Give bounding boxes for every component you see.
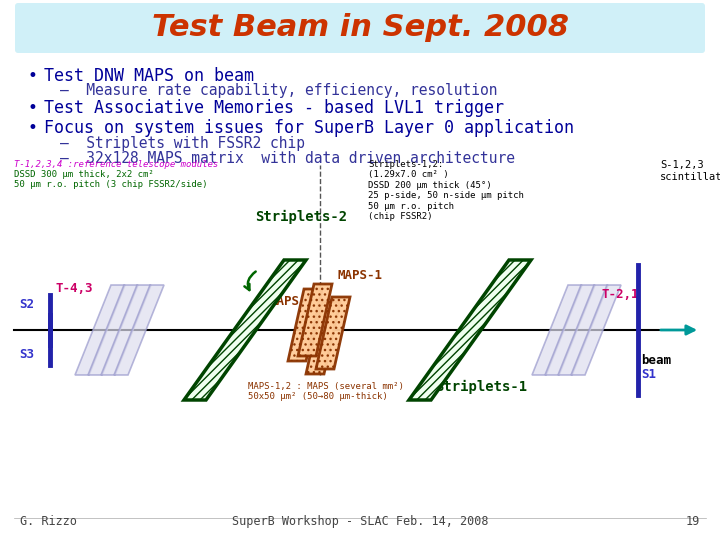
Text: •: •	[28, 99, 38, 117]
Text: S3: S3	[19, 348, 34, 361]
Text: T-1,2,3,4 :reference telescope modules: T-1,2,3,4 :reference telescope modules	[14, 160, 218, 169]
Text: 50 μm r.o. pitch (3 chip FSSR2/side): 50 μm r.o. pitch (3 chip FSSR2/side)	[14, 180, 207, 189]
Text: S2: S2	[19, 298, 34, 310]
Polygon shape	[298, 284, 332, 356]
Text: MAPS-1,2 : MAPS (several mm²)
50x50 μm² (50→80 μm-thick): MAPS-1,2 : MAPS (several mm²) 50x50 μm² …	[248, 382, 404, 401]
Text: S-1,2,3
scintillator: S-1,2,3 scintillator	[660, 160, 720, 181]
Text: Striplets-1,2:
(1.29x7.0 cm² )
DSSD 200 μm thick (45°)
25 p-side, 50 n-side μm p: Striplets-1,2: (1.29x7.0 cm² ) DSSD 200 …	[368, 160, 524, 221]
Text: Test Beam in Sept. 2008: Test Beam in Sept. 2008	[151, 12, 569, 42]
Polygon shape	[75, 285, 125, 375]
Polygon shape	[288, 289, 322, 361]
Text: Test DNW MAPS on beam: Test DNW MAPS on beam	[44, 67, 254, 85]
Polygon shape	[306, 302, 340, 374]
Polygon shape	[558, 285, 608, 375]
Text: –  32x128 MAPS matrix  with data driven architecture: – 32x128 MAPS matrix with data driven ar…	[60, 151, 515, 166]
Text: Striplets-1: Striplets-1	[435, 380, 527, 394]
Text: •: •	[28, 67, 38, 85]
Polygon shape	[571, 285, 621, 375]
Polygon shape	[545, 285, 595, 375]
Text: •: •	[28, 119, 38, 137]
Text: Striplets-2: Striplets-2	[255, 210, 347, 224]
Polygon shape	[114, 285, 164, 375]
Polygon shape	[88, 285, 138, 375]
FancyBboxPatch shape	[15, 3, 705, 53]
Text: T-4,3: T-4,3	[56, 282, 94, 295]
Polygon shape	[101, 285, 151, 375]
Text: T-2,1: T-2,1	[601, 288, 639, 301]
Text: SuperB Workshop - SLAC Feb. 14, 2008: SuperB Workshop - SLAC Feb. 14, 2008	[232, 515, 488, 528]
Text: Focus on system issues for SuperB Layer 0 application: Focus on system issues for SuperB Layer …	[44, 119, 574, 137]
Text: S1: S1	[641, 368, 656, 381]
Polygon shape	[532, 285, 582, 375]
Polygon shape	[316, 297, 350, 369]
Text: Test Associative Memories - based LVL1 trigger: Test Associative Memories - based LVL1 t…	[44, 99, 504, 117]
Text: –  Measure rate capability, efficiency, resolution: – Measure rate capability, efficiency, r…	[60, 83, 498, 98]
Text: MAPS-2: MAPS-2	[270, 295, 315, 308]
Text: MAPS-1: MAPS-1	[338, 269, 383, 282]
Polygon shape	[409, 260, 531, 400]
Text: DSSD 300 μm thick, 2x2 cm²: DSSD 300 μm thick, 2x2 cm²	[14, 170, 154, 179]
Text: G. Rizzo: G. Rizzo	[20, 515, 77, 528]
Text: beam: beam	[641, 354, 671, 367]
Text: –  Striplets with FSSR2 chip: – Striplets with FSSR2 chip	[60, 136, 305, 151]
Text: 19: 19	[685, 515, 700, 528]
Polygon shape	[184, 260, 306, 400]
